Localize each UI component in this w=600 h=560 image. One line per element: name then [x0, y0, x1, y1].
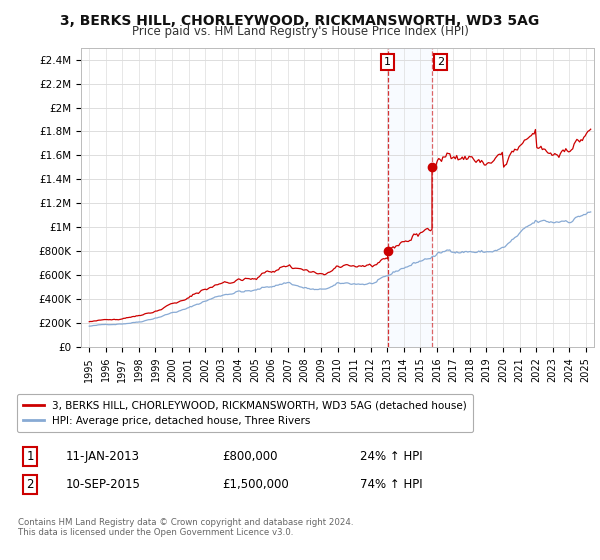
Text: 2: 2 [437, 57, 444, 67]
Text: 3, BERKS HILL, CHORLEYWOOD, RICKMANSWORTH, WD3 5AG: 3, BERKS HILL, CHORLEYWOOD, RICKMANSWORT… [61, 14, 539, 28]
Text: 24% ↑ HPI: 24% ↑ HPI [360, 450, 422, 463]
Text: £1,500,000: £1,500,000 [222, 478, 289, 491]
Text: Contains HM Land Registry data © Crown copyright and database right 2024.
This d: Contains HM Land Registry data © Crown c… [18, 518, 353, 538]
Text: 1: 1 [384, 57, 391, 67]
Text: 74% ↑ HPI: 74% ↑ HPI [360, 478, 422, 491]
Text: Price paid vs. HM Land Registry's House Price Index (HPI): Price paid vs. HM Land Registry's House … [131, 25, 469, 38]
Legend: 3, BERKS HILL, CHORLEYWOOD, RICKMANSWORTH, WD3 5AG (detached house), HPI: Averag: 3, BERKS HILL, CHORLEYWOOD, RICKMANSWORT… [17, 394, 473, 432]
Text: 10-SEP-2015: 10-SEP-2015 [66, 478, 141, 491]
Text: 2: 2 [26, 478, 34, 491]
Text: 1: 1 [26, 450, 34, 463]
Text: 11-JAN-2013: 11-JAN-2013 [66, 450, 140, 463]
Bar [388, 48, 432, 347]
Text: £800,000: £800,000 [222, 450, 277, 463]
